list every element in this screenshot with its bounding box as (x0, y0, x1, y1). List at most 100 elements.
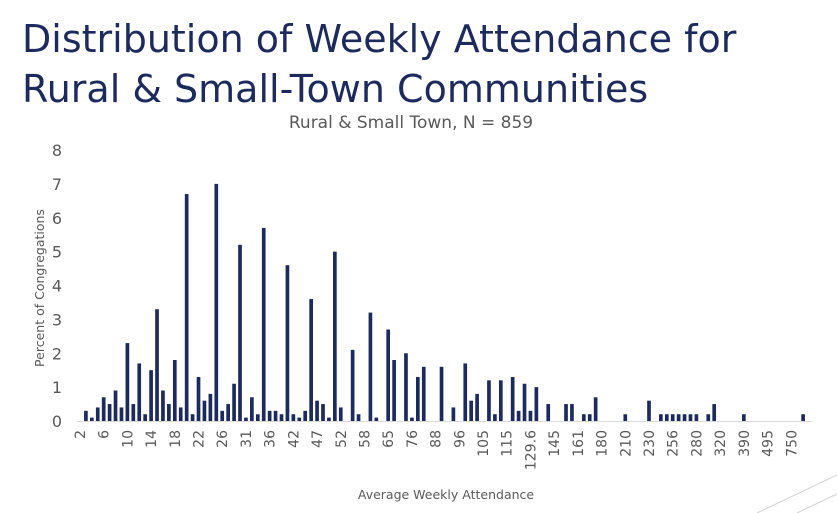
x-tick-label: 65 (381, 430, 397, 448)
bar (190, 414, 195, 421)
bar (350, 349, 355, 421)
bar (386, 329, 391, 421)
y-axis: 0 1 2 3 4 5 6 7 8 (52, 141, 62, 431)
bar (801, 414, 805, 421)
bar (107, 404, 112, 421)
bar (410, 417, 414, 421)
bar (421, 366, 426, 421)
slide-title-line-2: Rural & Small-Town Communities (22, 67, 649, 111)
x-tick-label: 145 (547, 430, 563, 457)
bar (196, 376, 201, 421)
bar (149, 370, 153, 421)
y-tick-label: 4 (52, 277, 62, 296)
bar (688, 414, 693, 421)
y-tick-label: 8 (52, 141, 62, 160)
x-tick-label: 26 (215, 430, 231, 448)
bar (220, 410, 225, 421)
bar (119, 407, 124, 421)
bar (255, 414, 260, 421)
bar (143, 414, 148, 421)
bar (321, 404, 325, 421)
bar (84, 410, 88, 421)
bar (570, 404, 574, 421)
y-axis-label: Percent of Congregations (32, 209, 47, 367)
x-tick-label: 58 (357, 430, 373, 448)
bar (261, 227, 266, 421)
x-tick-label: 6 (97, 430, 113, 439)
bar (303, 410, 308, 421)
bar (250, 397, 254, 421)
bar (267, 410, 272, 421)
bar (279, 414, 284, 421)
bar (238, 244, 242, 421)
bar (101, 397, 106, 421)
bar (392, 360, 396, 421)
bar (587, 414, 592, 421)
x-tick-label: 230 (642, 430, 658, 457)
bar (676, 414, 681, 421)
bar (208, 393, 213, 421)
bar (534, 387, 539, 422)
y-tick-label: 6 (52, 209, 62, 228)
bar (682, 414, 687, 421)
bar (439, 366, 444, 421)
x-tick-label: 96 (452, 430, 468, 448)
bar (463, 363, 468, 421)
bar (167, 404, 171, 421)
bar (670, 414, 675, 421)
y-tick-label: 3 (52, 310, 62, 329)
bar (333, 251, 337, 422)
x-tick-label: 2 (73, 430, 89, 439)
bar (493, 414, 497, 421)
y-tick-label: 2 (52, 344, 62, 363)
y-tick-label: 7 (52, 175, 62, 194)
bar (244, 417, 248, 421)
x-tick-label: 256 (666, 430, 682, 457)
bar (498, 380, 503, 421)
bar (647, 400, 651, 421)
x-tick-label: 14 (144, 430, 160, 448)
bar (232, 383, 236, 421)
y-tick-label: 0 (52, 412, 62, 431)
bar (184, 194, 189, 421)
x-tick-label: 161 (571, 430, 587, 457)
x-tick-label: 750 (784, 430, 800, 457)
bar (155, 309, 159, 421)
bar (487, 380, 491, 421)
x-tick-label: 36 (263, 430, 279, 448)
bar (214, 183, 219, 422)
bar (510, 376, 515, 421)
bar (327, 417, 331, 421)
x-axis-label: Average Weekly Attendance (358, 487, 535, 502)
slide-title: Distribution of Weekly Attendance for Ru… (22, 14, 736, 114)
chart-title: Rural & Small Town, N = 859 (289, 113, 533, 133)
x-tick-label: 47 (310, 430, 326, 448)
bar (95, 407, 100, 421)
x-tick-label: 180 (595, 430, 611, 457)
bar (593, 397, 598, 421)
bar (89, 417, 94, 421)
bar (528, 410, 533, 421)
bar (297, 417, 302, 421)
y-tick-label: 1 (52, 378, 62, 397)
x-tick-label: 31 (239, 430, 255, 448)
bar (226, 404, 230, 421)
bar (546, 404, 551, 421)
bar (451, 407, 456, 421)
bar (469, 400, 474, 421)
y-tick-label: 5 (52, 243, 62, 262)
bar (706, 414, 711, 421)
x-tick-label: 88 (429, 430, 445, 448)
bar (285, 265, 290, 421)
x-tick-label: 129.6 (523, 430, 539, 470)
x-tick-label: 52 (334, 430, 350, 448)
bar (309, 299, 313, 421)
bar (581, 414, 586, 421)
bar (137, 363, 142, 421)
bar (202, 400, 207, 421)
x-tick-label: 210 (618, 430, 634, 457)
x-tick-label: 10 (120, 430, 136, 448)
bar (356, 414, 361, 421)
bar (125, 343, 130, 421)
